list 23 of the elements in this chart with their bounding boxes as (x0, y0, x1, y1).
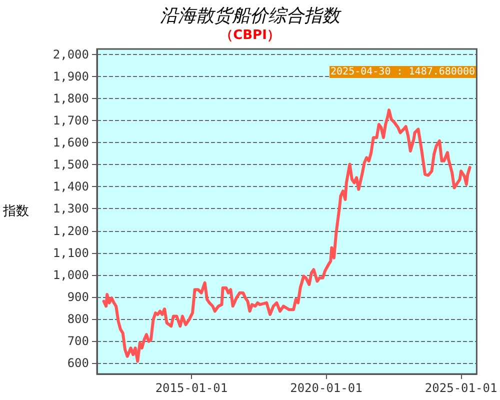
y-tick-label: 1,500 (52, 158, 89, 172)
y-tick-label: 1,900 (52, 70, 89, 84)
y-tick-label: 1,000 (52, 268, 89, 282)
y-tick-label: 1,200 (52, 224, 89, 238)
y-tick-label: 1,300 (52, 202, 89, 216)
chart-subtitle: （CBPI） (220, 28, 280, 43)
y-tick-label: 800 (67, 312, 89, 326)
y-tick-label: 1,400 (52, 180, 89, 194)
y-axis-title: 指数 (2, 204, 29, 219)
y-tick-label: 2,000 (52, 48, 89, 62)
chart-title: 沿海散货船价综合指数 (160, 6, 342, 26)
annotation: 2025-04-30 : 1487.680000 (330, 66, 476, 78)
x-tick-label: 2025-01-01 (424, 381, 498, 395)
y-tick-label: 1,600 (52, 136, 89, 150)
y-tick-label: 1,100 (52, 246, 89, 260)
x-tick-label: 2015-01-01 (155, 381, 228, 395)
y-tick-label: 900 (67, 290, 89, 304)
y-tick-label: 700 (67, 334, 89, 348)
y-tick-label: 600 (67, 356, 89, 370)
y-tick-label: 1,800 (52, 92, 89, 106)
x-tick-label: 2020-01-01 (290, 381, 362, 395)
line-series (102, 108, 472, 363)
y-tick-label: 1,700 (52, 114, 89, 128)
